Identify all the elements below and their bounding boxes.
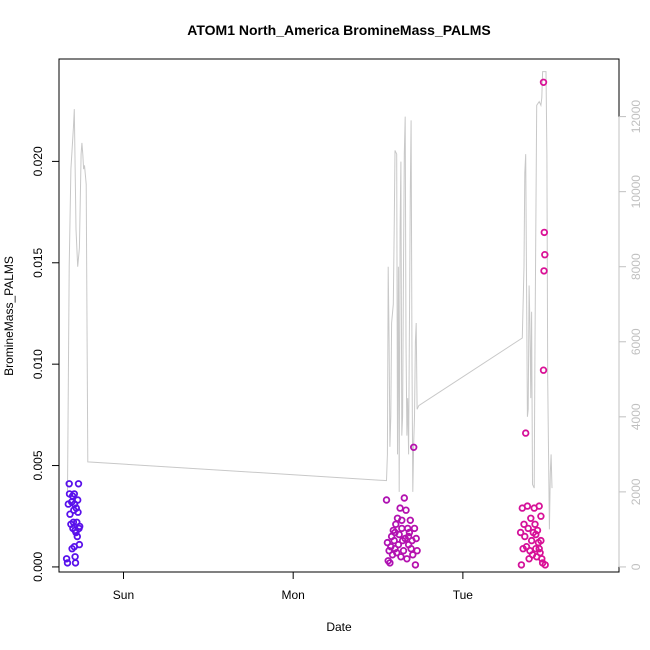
- data-point-104: [537, 536, 545, 545]
- right-tick-label-5: 10000: [629, 175, 643, 209]
- data-point-27: [71, 553, 79, 561]
- data-point-97: [540, 267, 548, 275]
- data-point-78: [524, 524, 532, 533]
- data-point-61: [410, 443, 418, 451]
- right-tick-label-3: 6000: [629, 328, 643, 355]
- y-axis: 0.000 0.005 0.010 0.015 0.020: [31, 146, 60, 582]
- data-point-92: [536, 549, 544, 557]
- data-point-40: [392, 520, 400, 528]
- data-point-66: [391, 528, 399, 537]
- data-point-43: [394, 540, 403, 549]
- data-point-68: [404, 532, 413, 541]
- data-point-47: [398, 524, 406, 533]
- y-axis-label: BromineMass_PALMS: [2, 256, 16, 376]
- data-point-77: [523, 502, 532, 510]
- data-point-45: [396, 504, 404, 512]
- data-point-62: [410, 524, 419, 533]
- data-point-100: [541, 561, 549, 569]
- x-tick-label-0: Sun: [113, 588, 134, 602]
- data-point-75: [522, 429, 530, 437]
- data-point-5: [66, 510, 74, 518]
- data-point-50: [400, 494, 408, 502]
- right-tick-label-6: 12000: [629, 100, 643, 134]
- y-tick-label-1: 0.005: [31, 450, 45, 480]
- data-point-33: [386, 559, 394, 567]
- data-point-29: [382, 496, 391, 504]
- data-point-70: [517, 561, 526, 569]
- data-point-74: [521, 532, 529, 541]
- data-point-81: [527, 514, 535, 522]
- x-tick-label-1: Mon: [282, 588, 305, 602]
- data-point-99: [541, 250, 549, 259]
- data-point-64: [412, 534, 420, 543]
- right-tick-label-4: 8000: [629, 253, 643, 280]
- x-axis: Sun Mon Tue: [113, 571, 474, 602]
- right-y-axis: 0 2000 4000 6000 8000 10000 12000: [618, 100, 643, 570]
- data-point-57: [406, 516, 414, 524]
- data-point-91: [535, 502, 543, 510]
- data-point-0: [62, 555, 71, 563]
- data-point-87: [532, 545, 540, 553]
- data-point-86: [531, 520, 539, 528]
- data-point-60: [409, 551, 417, 559]
- data-point-102: [532, 530, 540, 539]
- data-point-46: [397, 553, 405, 561]
- data-point-93: [537, 512, 545, 520]
- data-point-52: [402, 506, 410, 514]
- data-point-1: [63, 559, 72, 567]
- data-point-20: [73, 532, 81, 541]
- secondary-line: [67, 71, 553, 530]
- data-point-67: [398, 516, 406, 524]
- data-point-65: [413, 547, 421, 555]
- data-point-22: [74, 508, 82, 516]
- data-point-82: [527, 536, 536, 545]
- data-point-69: [516, 528, 525, 537]
- data-point-101: [539, 78, 548, 86]
- chart-title: ATOM1 North_America BromineMass_PALMS: [187, 22, 490, 38]
- data-point-73: [520, 520, 528, 528]
- right-tick-label-2: 4000: [629, 403, 643, 430]
- data-point-58: [407, 545, 415, 553]
- y-tick-label-4: 0.020: [31, 146, 45, 176]
- data-point-11: [69, 518, 78, 526]
- data-point-41: [393, 549, 401, 557]
- data-point-53: [403, 555, 411, 563]
- x-tick-label-2: Tue: [453, 588, 474, 602]
- data-point-23: [74, 480, 83, 488]
- points-layer: [62, 78, 549, 569]
- data-point-94: [538, 555, 546, 563]
- data-point-26: [75, 522, 84, 531]
- data-point-28: [70, 543, 78, 551]
- data-point-56: [405, 528, 414, 537]
- data-point-13: [70, 490, 78, 498]
- right-tick-label-0: 0: [629, 563, 643, 570]
- secondary-line-layer: [67, 71, 553, 530]
- y-tick-label-2: 0.010: [31, 349, 45, 379]
- data-point-38: [390, 536, 398, 545]
- y-tick-label-3: 0.015: [31, 247, 45, 277]
- right-tick-label-1: 2000: [629, 478, 643, 505]
- x-axis-label: Date: [326, 620, 352, 634]
- data-point-103: [535, 545, 543, 553]
- y-tick-label-0: 0.000: [31, 552, 45, 582]
- data-point-49: [399, 547, 408, 555]
- data-point-16: [71, 559, 80, 567]
- data-point-96: [539, 366, 548, 374]
- data-point-21: [73, 496, 82, 504]
- data-point-3: [65, 480, 73, 488]
- data-point-63: [411, 561, 420, 569]
- data-point-98: [540, 228, 548, 237]
